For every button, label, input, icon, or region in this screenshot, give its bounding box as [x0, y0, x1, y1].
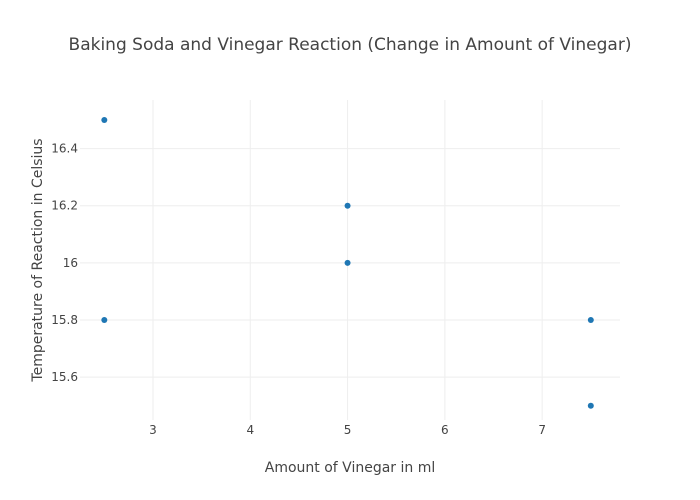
- y-tick-label: 15.6: [51, 370, 78, 384]
- y-tick-label: 16: [63, 256, 78, 270]
- chart-title: Baking Soda and Vinegar Reaction (Change…: [69, 35, 632, 55]
- data-point[interactable]: [587, 402, 594, 409]
- y-axis-title: Temperature of Reaction in Celsius: [30, 138, 46, 382]
- data-point[interactable]: [587, 317, 594, 323]
- data-point[interactable]: [101, 117, 108, 123]
- tick-labels: 3 4 5 6 7 15.6 15.8 16 16.2 16.4: [51, 142, 546, 437]
- data-point[interactable]: [344, 202, 351, 209]
- y-tick-label: 15.8: [51, 313, 78, 327]
- grid-lines: [80, 100, 620, 420]
- data-point[interactable]: [344, 259, 351, 266]
- x-tick-label: 6: [441, 423, 449, 437]
- x-tick-label: 3: [149, 423, 157, 437]
- data-points: [101, 117, 594, 409]
- y-tick-label: 16.2: [51, 199, 78, 213]
- data-point[interactable]: [101, 317, 108, 323]
- x-axis-title: Amount of Vinegar in ml: [265, 460, 435, 476]
- x-tick-label: 5: [344, 423, 352, 437]
- x-tick-label: 7: [538, 423, 546, 437]
- y-tick-label: 16.4: [51, 142, 78, 156]
- x-tick-label: 4: [246, 423, 254, 437]
